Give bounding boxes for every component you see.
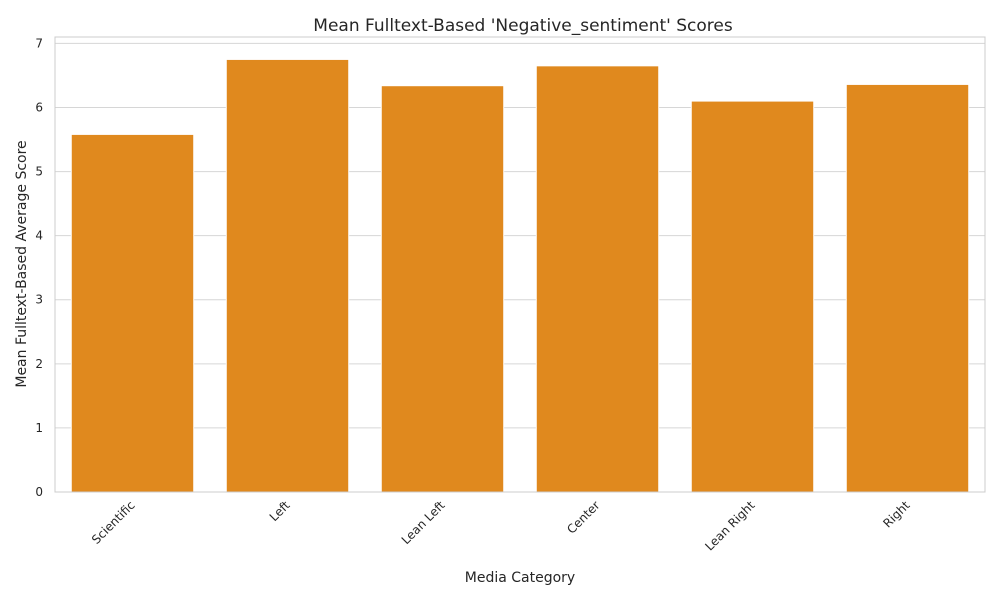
- bars: [70, 58, 970, 493]
- x-tick-label: Center: [564, 498, 603, 537]
- y-tick-label: 6: [35, 100, 43, 114]
- bar-scientific: [70, 133, 195, 493]
- bar-lean-right: [690, 100, 815, 493]
- x-tick-label: Right: [880, 498, 912, 530]
- bar-right: [845, 83, 970, 493]
- x-axis-label: Media Category: [465, 570, 575, 586]
- x-ticks: Scientific Left Lean Left Center Lean Right R…: [89, 498, 913, 554]
- y-tick-label: 5: [35, 165, 43, 179]
- y-tick-label: 4: [35, 229, 43, 243]
- y-axis-label: Mean Fulltext-Based Average Score: [14, 140, 30, 387]
- x-tick-label: Left: [267, 498, 293, 524]
- y-tick-label: 0: [35, 485, 43, 499]
- y-ticks: 0 1 2 3 4 5 6 7: [35, 36, 43, 499]
- chart-title: Mean Fulltext-Based 'Negative_sentiment'…: [313, 16, 733, 36]
- bar-center: [535, 65, 660, 493]
- x-tick-label: Lean Left: [399, 498, 448, 547]
- bar-left: [225, 58, 350, 493]
- y-tick-label: 1: [35, 421, 43, 435]
- plot-frame: [54, 36, 986, 493]
- y-tick-label: 3: [35, 293, 43, 307]
- y-tick-label: 2: [35, 357, 43, 371]
- bar-lean-left: [380, 85, 505, 493]
- y-tick-label: 7: [35, 36, 43, 50]
- gridlines: [55, 42, 985, 493]
- x-tick-label: Lean Right: [702, 498, 758, 554]
- x-tick-label: Scientific: [89, 498, 138, 547]
